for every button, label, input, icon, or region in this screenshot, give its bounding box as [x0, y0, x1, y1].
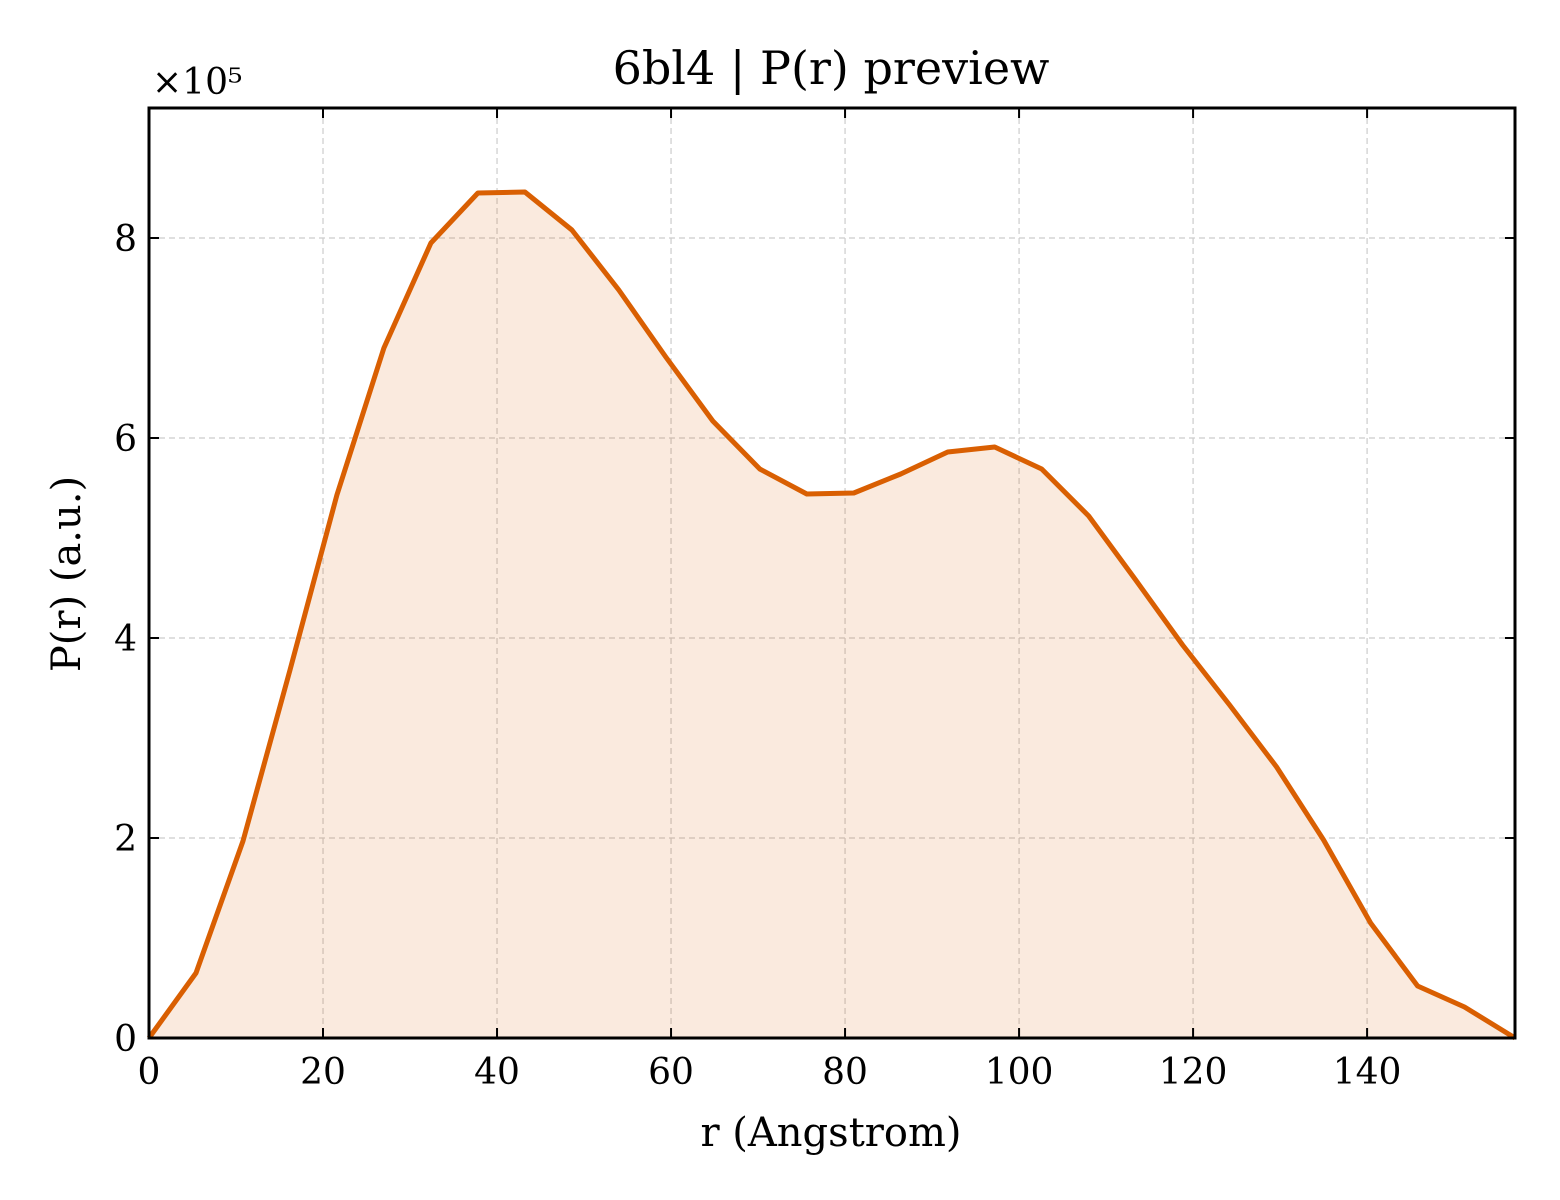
x-tick-label: 40: [474, 1052, 520, 1093]
y-axis-label: P(r) (a.u.): [44, 476, 90, 672]
y-tick-label: 2: [114, 819, 137, 860]
pr-series-line: [146, 189, 1517, 1041]
pr-area-fill: [149, 192, 1515, 1038]
x-tick-label: 140: [1333, 1052, 1402, 1093]
axis-ticks: 0 20 40 60 80 100 120 140 0 2 4 6 8: [114, 108, 1515, 1093]
x-tick-label: 80: [822, 1052, 868, 1093]
x-tick-label: 0: [138, 1052, 161, 1093]
x-tick-label: 100: [985, 1052, 1054, 1093]
x-axis-label: r (Angstrom): [700, 1110, 961, 1156]
y-tick-label: 6: [114, 419, 137, 460]
y-axis-offset-label: ×10⁵: [152, 62, 242, 103]
y-tick-label: 4: [114, 619, 137, 660]
x-tick-label: 20: [300, 1052, 346, 1093]
grid-lines: [149, 108, 1515, 1038]
x-tick-label: 120: [1159, 1052, 1228, 1093]
chart-title: 6bl4 | P(r) preview: [613, 41, 1050, 95]
x-tick-label: 60: [648, 1052, 694, 1093]
plot-frame: [147, 106, 1517, 1040]
y-tick-label: 0: [114, 1019, 137, 1060]
y-tick-label: 8: [114, 219, 137, 260]
